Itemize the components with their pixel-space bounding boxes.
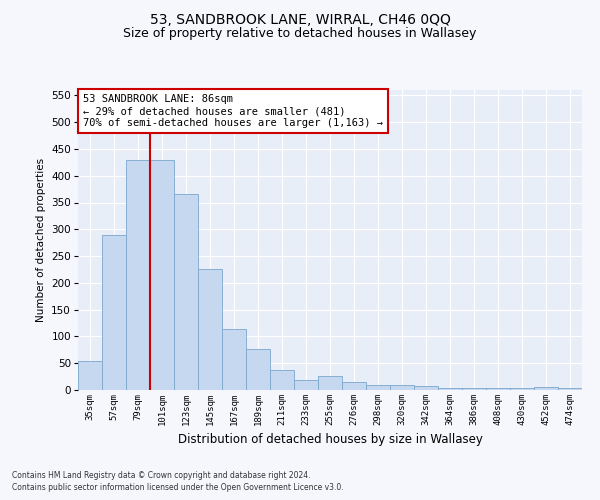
- Bar: [246, 349, 270, 390]
- Bar: [78, 360, 102, 390]
- Bar: [150, 160, 174, 390]
- Bar: [438, 388, 462, 390]
- Text: Size of property relative to detached houses in Wallasey: Size of property relative to detached ho…: [124, 28, 476, 40]
- Bar: [414, 386, 438, 390]
- Text: 53, SANDBROOK LANE, WIRRAL, CH46 0QQ: 53, SANDBROOK LANE, WIRRAL, CH46 0QQ: [149, 12, 451, 26]
- Bar: [558, 388, 582, 390]
- X-axis label: Distribution of detached houses by size in Wallasey: Distribution of detached houses by size …: [178, 434, 482, 446]
- Y-axis label: Number of detached properties: Number of detached properties: [36, 158, 46, 322]
- Bar: [366, 384, 390, 390]
- Text: 53 SANDBROOK LANE: 86sqm
← 29% of detached houses are smaller (481)
70% of semi-: 53 SANDBROOK LANE: 86sqm ← 29% of detach…: [83, 94, 383, 128]
- Bar: [342, 382, 366, 390]
- Bar: [126, 160, 150, 390]
- Bar: [534, 388, 558, 390]
- Bar: [318, 376, 342, 390]
- Bar: [198, 270, 222, 390]
- Bar: [390, 384, 414, 390]
- Bar: [102, 234, 126, 390]
- Bar: [222, 330, 246, 390]
- Bar: [510, 388, 534, 390]
- Bar: [486, 388, 510, 390]
- Text: Contains public sector information licensed under the Open Government Licence v3: Contains public sector information licen…: [12, 483, 344, 492]
- Bar: [294, 380, 318, 390]
- Bar: [270, 370, 294, 390]
- Bar: [462, 388, 486, 390]
- Text: Contains HM Land Registry data © Crown copyright and database right 2024.: Contains HM Land Registry data © Crown c…: [12, 470, 311, 480]
- Bar: [174, 194, 198, 390]
